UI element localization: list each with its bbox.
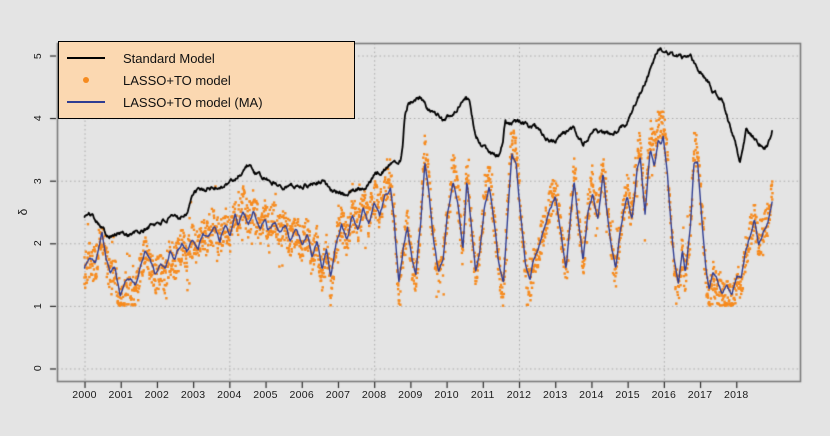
- orange-dot-swatch-icon: [83, 77, 89, 83]
- x-tick-label: 2008: [361, 389, 387, 401]
- legend-entry-lasso-to-model-ma: LASSO+TO model (MA): [59, 91, 354, 113]
- blue-line-swatch-icon: [67, 101, 105, 103]
- x-tick-label: 2000: [72, 389, 97, 401]
- x-tick-label: 2012: [506, 389, 532, 401]
- x-tick-label: 2017: [687, 389, 713, 401]
- legend-swatch-zone: [67, 77, 105, 83]
- legend-entry-standard-model: Standard Model: [59, 47, 354, 69]
- y-tick-label: 5: [32, 52, 44, 59]
- legend-swatch-zone: [67, 101, 105, 103]
- x-tick-label: 2014: [579, 389, 604, 401]
- x-tick-label: 2002: [144, 389, 170, 401]
- y-tick-label: 3: [32, 177, 44, 184]
- y-tick-label: 0: [32, 365, 44, 372]
- x-tick-label: 2010: [434, 389, 459, 401]
- x-tick-label: 2013: [542, 389, 568, 401]
- x-tick-label: 2009: [398, 389, 423, 401]
- legend-entry-lasso-to-model: LASSO+TO model: [59, 69, 354, 91]
- y-tick-label: 4: [32, 115, 44, 122]
- y-axis-title: δ: [16, 208, 30, 216]
- legend-box: Standard Model LASSO+TO model LASSO+TO m…: [58, 41, 355, 119]
- legend-label: LASSO+TO model: [123, 72, 231, 88]
- x-tick-label: 2018: [723, 389, 749, 401]
- y-tick-label: 1: [32, 302, 44, 309]
- x-tick-label: 2001: [108, 389, 133, 401]
- x-tick-label: 2011: [470, 389, 495, 401]
- x-tick-label: 2003: [180, 389, 206, 401]
- legend-label: Standard Model: [123, 50, 215, 66]
- x-tick-label: 2005: [253, 389, 278, 401]
- x-tick-label: 2006: [289, 389, 315, 401]
- x-tick-label: 2016: [651, 389, 677, 401]
- legend-swatch-zone: [67, 57, 105, 59]
- x-tick-label: 2004: [217, 389, 242, 401]
- x-tick-label: 2015: [615, 389, 640, 401]
- y-tick-label: 2: [32, 240, 44, 247]
- black-line-swatch-icon: [67, 57, 105, 59]
- x-tick-label: 2007: [325, 389, 351, 401]
- legend-label: LASSO+TO model (MA): [123, 94, 263, 110]
